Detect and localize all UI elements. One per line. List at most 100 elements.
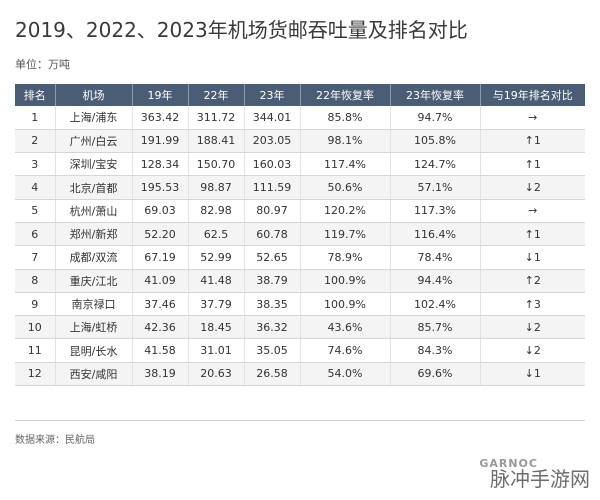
table-cell: 117.3% xyxy=(390,199,481,223)
table-cell: 11 xyxy=(15,338,56,363)
table-cell: 191.99 xyxy=(132,129,189,154)
table-row: 3 深圳/宝安 128.34 150.70 160.03 117.4% 124.7% ↑1 xyxy=(15,152,585,177)
table-cell: 52.20 xyxy=(132,222,189,247)
table-cell: 54.0% xyxy=(300,362,391,387)
table-cell: 116.4% xyxy=(390,222,481,247)
table-cell: 150.70 xyxy=(188,152,245,177)
table-cell: 128.34 xyxy=(132,152,189,177)
table-cell: 60.78 xyxy=(244,222,301,247)
table-cell: 94.4% xyxy=(390,269,481,293)
unit-label: 单位：万吨 xyxy=(15,58,70,71)
table-cell: 69.03 xyxy=(132,199,189,223)
table-cell: 杭州/萧山 xyxy=(55,199,133,223)
table-cell: 北京/首都 xyxy=(55,175,133,200)
table-row: 11 昆明/长水 41.58 31.01 35.05 74.6% 84.3% ↓2 xyxy=(15,338,585,363)
table-cell: 52.65 xyxy=(244,245,301,270)
watermark-text: 脉冲手游网 xyxy=(490,467,590,491)
table-cell: 119.7% xyxy=(300,222,391,247)
table-cell: 7 xyxy=(15,245,56,270)
table-cell: 195.53 xyxy=(132,175,189,200)
table-cell: 98.87 xyxy=(188,175,245,200)
table-cell: 深圳/宝安 xyxy=(55,152,133,177)
table-cell: 117.4% xyxy=(300,152,391,177)
table-cell: 2 xyxy=(15,129,56,154)
table-cell: 67.19 xyxy=(132,245,189,270)
table-cell: 20.63 xyxy=(188,362,245,387)
table-cell: 12 xyxy=(15,362,56,387)
table-cell: 南京禄口 xyxy=(55,292,133,317)
table-cell: 36.32 xyxy=(244,315,301,340)
table-cell: 38.19 xyxy=(132,362,189,387)
table-cell: 62.5 xyxy=(188,222,245,247)
table-cell: 6 xyxy=(15,222,56,247)
column-header: 23年 xyxy=(244,84,301,106)
table-cell: 57.1% xyxy=(390,175,481,200)
table-cell: 120.2% xyxy=(300,199,391,223)
column-header: 排名 xyxy=(15,84,56,106)
table-header-row: 排名 机场 19年 22年 23年 22年恢复率 23年恢复率 与19年排名对比 xyxy=(15,84,585,106)
table-cell: 344.01 xyxy=(244,106,301,130)
table-cell: 西安/咸阳 xyxy=(55,362,133,387)
table-cell: 52.99 xyxy=(188,245,245,270)
table-cell: 188.41 xyxy=(188,129,245,154)
table-cell: 160.03 xyxy=(244,152,301,177)
table-cell: 3 xyxy=(15,152,56,177)
table-cell: 成都/双流 xyxy=(55,245,133,270)
table-cell: 78.9% xyxy=(300,245,391,270)
table-cell: 9 xyxy=(15,292,56,317)
table-cell: 38.79 xyxy=(244,269,301,293)
table-cell: ↑1 xyxy=(480,129,585,154)
table-cell: 69.6% xyxy=(390,362,481,387)
table-cell: 41.58 xyxy=(132,338,189,363)
table-cell: 98.1% xyxy=(300,129,391,154)
table-cell: 昆明/长水 xyxy=(55,338,133,363)
table-row: 7 成都/双流 67.19 52.99 52.65 78.9% 78.4% ↓1 xyxy=(15,245,585,270)
table-cell: 18.45 xyxy=(188,315,245,340)
column-header: 23年恢复率 xyxy=(390,84,481,106)
table-cell: 37.79 xyxy=(188,292,245,317)
table-row: 9 南京禄口 37.46 37.79 38.35 100.9% 102.4% ↑3 xyxy=(15,292,585,317)
table-cell: 41.48 xyxy=(188,269,245,293)
table-cell: 广州/白云 xyxy=(55,129,133,154)
table-cell: 35.05 xyxy=(244,338,301,363)
table-row: 1 上海/浦东 363.42 311.72 344.01 85.8% 94.7% → xyxy=(15,106,585,130)
table-cell: ↑2 xyxy=(480,269,585,293)
table-cell: 102.4% xyxy=(390,292,481,317)
table-cell: 41.09 xyxy=(132,269,189,293)
table-cell: ↓1 xyxy=(480,245,585,270)
page-title: 2019、2022、2023年机场货邮吞吐量及排名对比 xyxy=(15,18,468,42)
table-cell: 100.9% xyxy=(300,269,391,293)
table-cell: ↑3 xyxy=(480,292,585,317)
table-cell: 80.97 xyxy=(244,199,301,223)
table-cell: 82.98 xyxy=(188,199,245,223)
column-header: 19年 xyxy=(132,84,189,106)
table-row: 2 广州/白云 191.99 188.41 203.05 98.1% 105.8% ↑1 xyxy=(15,129,585,154)
table-cell: 31.01 xyxy=(188,338,245,363)
column-header: 22年恢复率 xyxy=(300,84,391,106)
column-header: 22年 xyxy=(188,84,245,106)
table-cell: 8 xyxy=(15,269,56,293)
table-cell: 111.59 xyxy=(244,175,301,200)
table-cell: 38.35 xyxy=(244,292,301,317)
table-row: 5 杭州/萧山 69.03 82.98 80.97 120.2% 117.3% → xyxy=(15,199,585,223)
table-cell: ↑1 xyxy=(480,222,585,247)
table-cell: ↑1 xyxy=(480,152,585,177)
table-cell: 311.72 xyxy=(188,106,245,130)
column-header: 与19年排名对比 xyxy=(480,84,585,106)
table-cell: 5 xyxy=(15,199,56,223)
table-cell: ↓2 xyxy=(480,315,585,340)
table-cell: 42.36 xyxy=(132,315,189,340)
table-cell: 94.7% xyxy=(390,106,481,130)
table-cell: ↓1 xyxy=(480,362,585,387)
table-cell: 363.42 xyxy=(132,106,189,130)
table-row: 4 北京/首都 195.53 98.87 111.59 50.6% 57.1% ↓2 xyxy=(15,175,585,200)
table-cell: 78.4% xyxy=(390,245,481,270)
table-cell: 203.05 xyxy=(244,129,301,154)
table-cell: 85.7% xyxy=(390,315,481,340)
table-cell: 重庆/江北 xyxy=(55,269,133,293)
table-cell: 84.3% xyxy=(390,338,481,363)
table-cell: 85.8% xyxy=(300,106,391,130)
table-body: 1 上海/浦东 363.42 311.72 344.01 85.8% 94.7% → 2 广州/白… xyxy=(15,106,585,387)
table-cell: 105.8% xyxy=(390,129,481,154)
table-cell: 郑州/新郑 xyxy=(55,222,133,247)
